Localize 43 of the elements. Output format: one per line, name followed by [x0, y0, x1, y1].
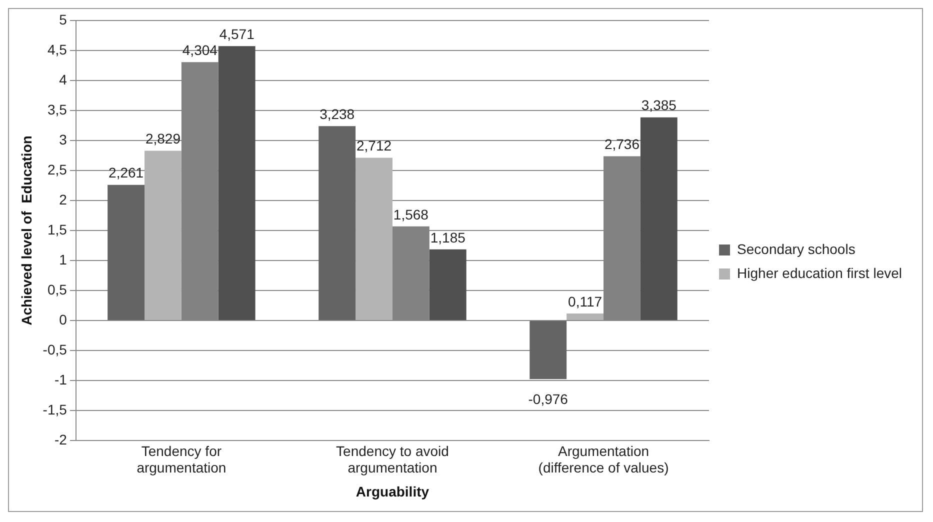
y-tick-label: 2: [59, 191, 68, 208]
data-label: 2,261: [108, 164, 144, 181]
y-tick-label: 3,5: [47, 101, 68, 118]
bar: [356, 158, 392, 320]
y-tick-label: 1,5: [47, 221, 68, 238]
x-tick-label: Tendency to avoid argumentation: [336, 442, 449, 476]
x-tick-label: Argumentation (difference of values): [538, 442, 669, 476]
data-label: -0,976: [528, 390, 568, 407]
bar: [218, 46, 256, 320]
bar: [318, 126, 356, 320]
x-tick-label: Tendency for argumentation: [136, 442, 226, 476]
legend-label: Higher education first level: [737, 264, 902, 281]
y-tick-label: -1: [54, 371, 68, 388]
y-tick-label: 0,5: [47, 281, 68, 298]
bar: [108, 184, 145, 320]
data-label: 0,117: [568, 293, 602, 310]
y-tick-label: -1,5: [42, 401, 68, 418]
y-tick-label: 0: [59, 311, 68, 328]
y-tick-label: -2: [54, 431, 68, 448]
bar: [429, 249, 466, 320]
data-label: 1,185: [430, 229, 466, 246]
data-label: 1,568: [393, 206, 429, 222]
data-label: 2,736: [604, 136, 640, 152]
y-tick-label: -0,5: [42, 341, 68, 358]
y-axis-title: Achieved level of Education: [18, 136, 34, 326]
y-tick-label: 1: [59, 251, 68, 268]
legend-label: Secondary schools: [737, 240, 856, 257]
data-label: 4,571: [219, 26, 255, 42]
bar: [640, 117, 678, 320]
data-label: 4,304: [182, 42, 218, 58]
bar: [530, 321, 567, 380]
y-tick-label: 2,5: [47, 161, 68, 178]
x-axis-title: Arguability: [356, 483, 430, 500]
data-label: 2,829: [145, 130, 181, 147]
y-tick-label: 3: [59, 131, 68, 148]
bar: [144, 150, 182, 320]
y-tick-label: 4,5: [47, 41, 68, 58]
data-label: 3,385: [641, 97, 677, 114]
data-label: 2,712: [356, 138, 392, 154]
y-tick-label: 4: [59, 71, 68, 88]
bar: [566, 314, 604, 320]
data-label: 3,238: [320, 106, 355, 122]
y-tick-label: 5: [59, 11, 68, 28]
